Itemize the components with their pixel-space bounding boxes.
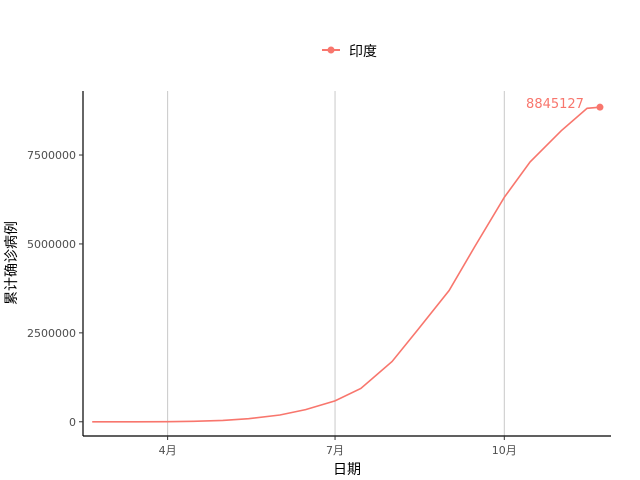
series-end-point <box>596 103 604 111</box>
y-tick-label: 2500000 <box>27 327 76 340</box>
series-line <box>92 106 601 423</box>
x-axis-ticks: 4月 7月 10月 <box>159 436 517 457</box>
x-tick-label: 7月 <box>326 444 344 457</box>
y-axis-title: 累计确诊病例 <box>4 221 20 305</box>
legend-label: 印度 <box>349 44 377 60</box>
series-end-label: 8845127 <box>526 97 584 112</box>
x-tick-label: 10月 <box>492 444 517 457</box>
legend-swatch-point <box>327 46 335 54</box>
y-tick-label: 0 <box>69 416 76 429</box>
axes <box>82 91 611 437</box>
x-tick-label: 4月 <box>159 444 177 457</box>
y-tick-label: 7500000 <box>27 149 76 162</box>
x-axis-title: 日期 <box>333 462 361 478</box>
legend: 印度 <box>322 44 377 60</box>
y-axis-ticks: 0 2500000 5000000 7500000 <box>27 149 83 429</box>
y-tick-label: 5000000 <box>27 238 76 251</box>
gridlines <box>167 91 505 436</box>
